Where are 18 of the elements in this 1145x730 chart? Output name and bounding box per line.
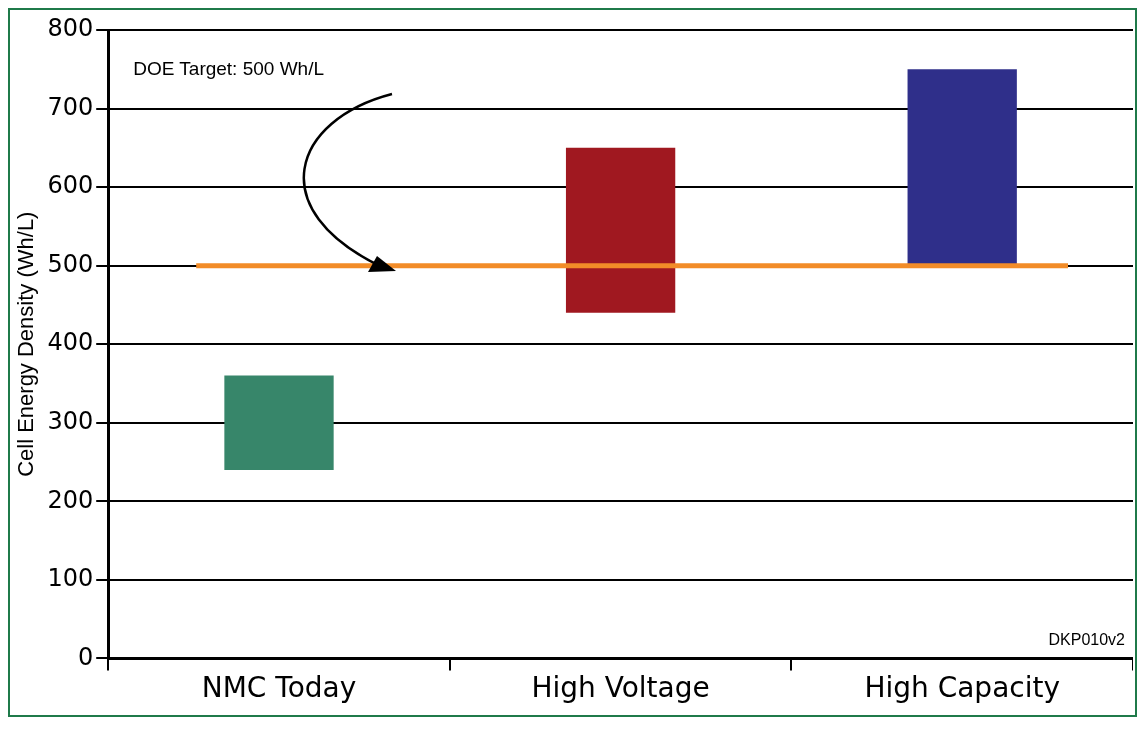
y-tick-label: 200 (47, 485, 94, 514)
y-axis-title: Cell Energy Density (Wh/L) (13, 211, 39, 477)
y-tick-label: 500 (47, 249, 94, 278)
x-tick-label: High Capacity (864, 671, 1061, 705)
y-tick-label: 300 (47, 406, 94, 435)
y-tick-label: 800 (47, 14, 94, 43)
bar (907, 69, 1017, 266)
x-tick-label: NMC Today (201, 671, 357, 705)
bar (224, 375, 334, 470)
y-tick-label: 0 (77, 642, 94, 671)
y-tick-label: 600 (47, 171, 94, 200)
y-tick-label: 100 (47, 564, 94, 593)
bar (565, 147, 676, 313)
annotation: DOE Target: 500 Wh/L (133, 58, 325, 80)
y-tick-label: 400 (47, 328, 94, 357)
y-tick-label: 700 (47, 92, 94, 121)
x-tick-label: High Voltage (531, 671, 710, 705)
annotation: DKP010v2 (1048, 630, 1126, 648)
